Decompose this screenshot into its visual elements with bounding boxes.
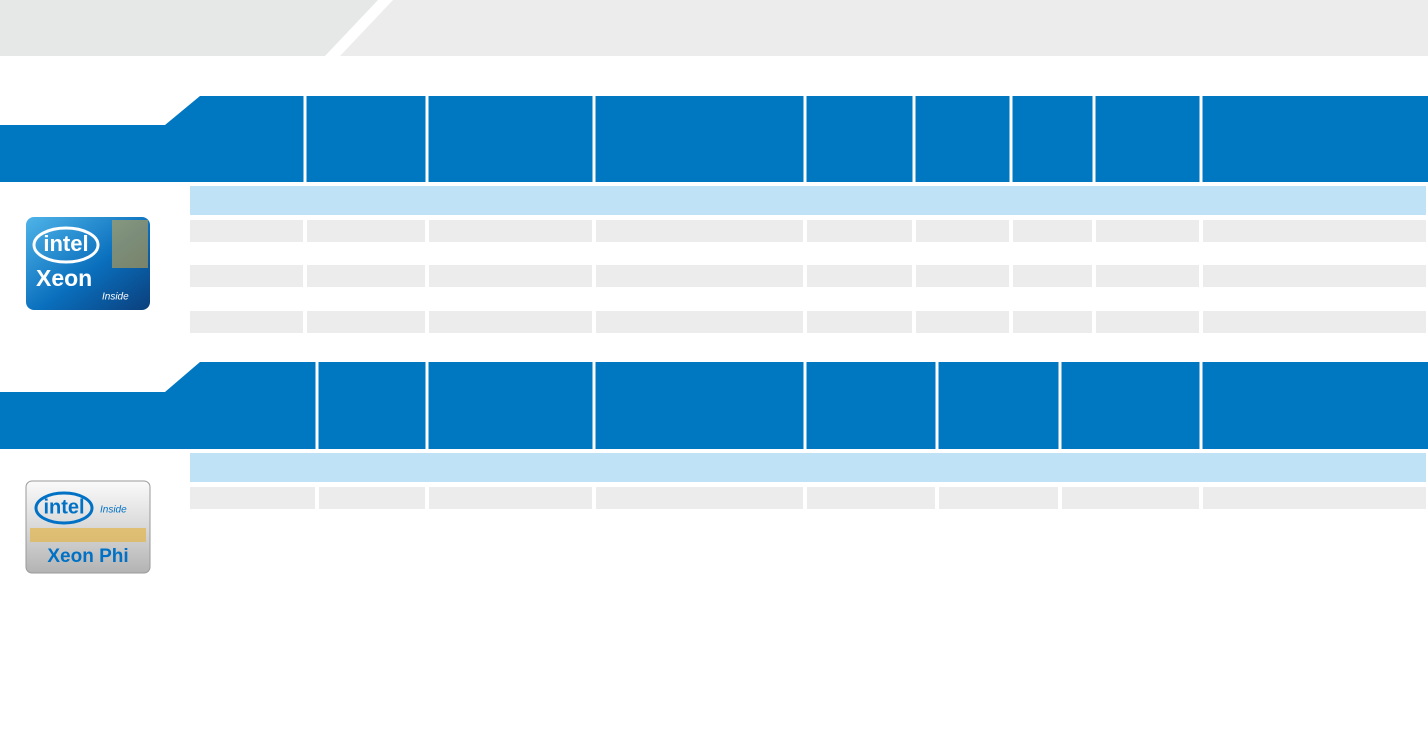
table-cell (916, 311, 1009, 333)
table-cell (1203, 265, 1426, 287)
column-divider (315, 362, 319, 449)
section-row (190, 453, 1426, 482)
table-cell (307, 265, 425, 287)
column-divider (425, 362, 429, 449)
logo-swirl (34, 491, 94, 525)
table-cell (1013, 311, 1092, 333)
column-divider (803, 362, 807, 449)
column-divider (303, 96, 307, 182)
table-cell (807, 265, 912, 287)
logo-tagline: Inside (102, 292, 129, 303)
table-cell (916, 265, 1009, 287)
table-cell (596, 220, 803, 242)
column-divider (803, 96, 807, 182)
table-cell (190, 311, 303, 333)
banner-slash (325, 0, 393, 56)
table-cell (1096, 220, 1199, 242)
column-divider (1199, 96, 1203, 182)
table-cell (807, 311, 912, 333)
table-cell (807, 220, 912, 242)
table-cell (190, 487, 315, 509)
table-cell (939, 487, 1058, 509)
section-row (190, 186, 1426, 215)
table-cell (1203, 311, 1426, 333)
logo-chip (112, 220, 148, 268)
column-divider (592, 362, 596, 449)
table-cell (1062, 487, 1199, 509)
table-header (0, 362, 1428, 449)
column-divider (1199, 362, 1203, 449)
column-divider (1009, 96, 1013, 182)
column-divider (592, 96, 596, 182)
table-cell (916, 220, 1009, 242)
table-cell (429, 220, 592, 242)
logo-badge (25, 480, 151, 574)
logo-brand: intel (43, 231, 88, 256)
table-cell (1013, 265, 1092, 287)
table-cell (596, 311, 803, 333)
table-cell (1013, 220, 1092, 242)
table-cell (1203, 487, 1426, 509)
logo-brand: intel (43, 496, 84, 518)
column-divider (1092, 96, 1096, 182)
table-header (0, 96, 1428, 182)
banner-left (0, 0, 378, 56)
table-cell (307, 311, 425, 333)
table-cell (807, 487, 935, 509)
column-divider (1058, 362, 1062, 449)
table-cell (1096, 265, 1199, 287)
logo-swirl (32, 226, 100, 264)
column-divider (425, 96, 429, 182)
logo-tagline: Inside (100, 505, 127, 516)
column-divider (935, 362, 939, 449)
table-cell (429, 311, 592, 333)
table-cell (429, 487, 592, 509)
logo-product: Xeon Phi (47, 546, 128, 567)
column-divider (912, 96, 916, 182)
logo-product: Xeon (36, 265, 92, 291)
table-cell (596, 487, 803, 509)
table-cell (596, 265, 803, 287)
table-cell (1203, 220, 1426, 242)
table-cell (190, 220, 303, 242)
table-cell (429, 265, 592, 287)
xeon-logo: intel Xeon Inside (26, 217, 150, 310)
table-cell (307, 220, 425, 242)
logo-chip (30, 528, 146, 542)
xeon-phi-logo: intel Inside Xeon Phi (25, 480, 151, 574)
table-cell (190, 265, 303, 287)
table-cell (319, 487, 425, 509)
table-cell (1096, 311, 1199, 333)
